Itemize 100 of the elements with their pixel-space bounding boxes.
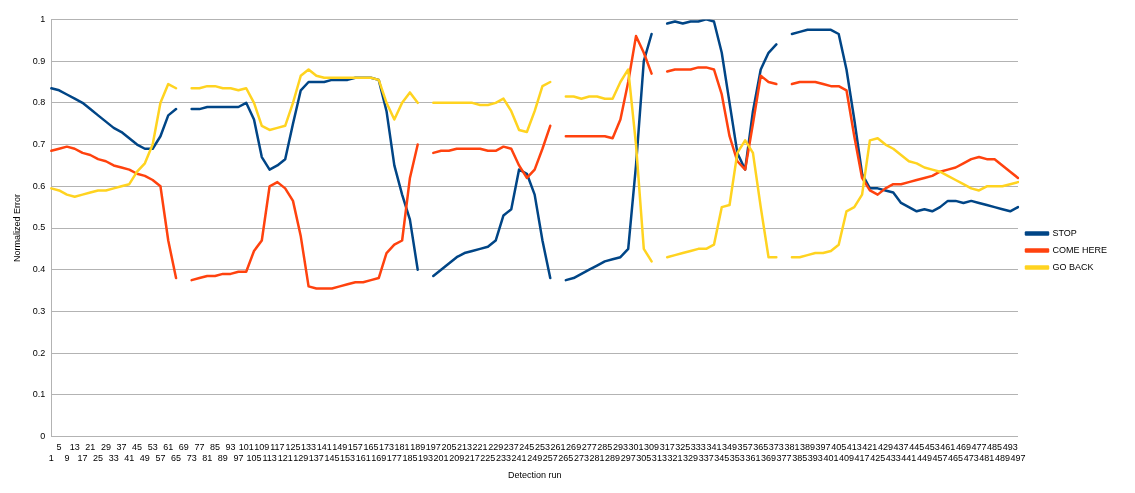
x-tick-label: 45 <box>132 442 143 453</box>
x-tick-label: 185 <box>402 453 418 464</box>
x-tick-label: 9 <box>64 453 70 464</box>
x-tick-label: 161 <box>355 453 371 464</box>
x-tick-label: 469 <box>955 442 971 453</box>
x-tick-label: 361 <box>745 453 761 464</box>
x-tick-label: 329 <box>683 453 699 464</box>
x-tick-label: 193 <box>418 453 434 464</box>
x-tick-label: 253 <box>534 442 550 453</box>
x-tick-label: 169 <box>371 453 387 464</box>
x-tick-label: 117 <box>270 442 285 453</box>
x-tick-label: 365 <box>753 442 769 453</box>
x-tick-label: 197 <box>425 442 441 453</box>
x-tick-label: 437 <box>893 442 909 453</box>
x-tick-label: 401 <box>823 453 839 464</box>
x-tick-label: 285 <box>597 442 613 453</box>
x-tick-label: 177 <box>386 453 402 464</box>
y-tick-label: 0.4 <box>32 264 46 275</box>
x-tick-label: 73 <box>186 453 197 464</box>
x-tick-label: 237 <box>503 442 519 453</box>
x-tick-label: 205 <box>441 442 457 453</box>
x-tick-label: 149 <box>332 442 348 453</box>
x-tick-label: 217 <box>464 453 480 464</box>
x-tick-label: 241 <box>511 453 527 464</box>
x-tick-label: 33 <box>108 453 119 464</box>
x-tick-label: 261 <box>550 442 566 453</box>
x-tick-label: 21 <box>85 442 96 453</box>
x-tick-label: 305 <box>636 453 652 464</box>
x-tick-label: 129 <box>293 453 309 464</box>
x-tick-label: 385 <box>792 453 808 464</box>
x-tick-label: 265 <box>558 453 574 464</box>
x-tick-label: 441 <box>901 453 917 464</box>
x-tick-label: 57 <box>155 453 166 464</box>
x-tick-label: 257 <box>542 453 558 464</box>
x-tick-label: 489 <box>994 453 1010 464</box>
x-tick-label: 77 <box>194 442 205 453</box>
x-tick-label: 141 <box>316 442 332 453</box>
x-tick-label: 425 <box>870 453 886 464</box>
x-tick-label: 233 <box>495 453 511 464</box>
x-tick-label: 221 <box>472 442 488 453</box>
x-tick-label: 349 <box>722 442 738 453</box>
x-tick-label: 409 <box>838 453 854 464</box>
y-tick-label: 0.6 <box>32 180 46 191</box>
x-tick-label: 477 <box>971 442 987 453</box>
x-tick-label: 173 <box>379 442 395 453</box>
x-tick-label: 133 <box>301 442 317 453</box>
x-tick-label: 41 <box>124 453 135 464</box>
x-tick-label: 89 <box>217 453 228 464</box>
x-tick-label: 181 <box>394 442 410 453</box>
x-tick-label: 109 <box>254 442 270 453</box>
x-tick-label: 53 <box>147 442 158 453</box>
x-tick-label: 397 <box>815 442 831 453</box>
x-tick-label: 393 <box>807 453 823 464</box>
x-tick-label: 229 <box>488 442 504 453</box>
x-tick-label: 473 <box>963 453 979 464</box>
x-tick-label: 105 <box>246 453 262 464</box>
x-tick-label: 413 <box>846 442 862 453</box>
x-tick-label: 281 <box>589 453 605 464</box>
x-tick-label: 465 <box>948 453 964 464</box>
x-tick-label: 213 <box>456 442 473 453</box>
y-tick-label: 0.7 <box>32 139 46 150</box>
x-tick-label: 13 <box>69 442 80 453</box>
x-tick-label: 313 <box>651 453 667 464</box>
x-tick-label: 321 <box>667 453 683 464</box>
x-tick-label: 373 <box>768 442 784 453</box>
legend-label: COME HERE <box>1052 244 1108 255</box>
x-tick-label: 341 <box>706 442 722 453</box>
x-tick-label: 333 <box>690 442 706 453</box>
x-tick-label: 189 <box>410 442 426 453</box>
y-tick-label: 0.9 <box>32 55 46 66</box>
y-tick-label: 0.1 <box>32 389 46 400</box>
x-tick-label: 301 <box>628 442 644 453</box>
legend-label: STOP <box>1052 227 1077 238</box>
x-tick-label: 497 <box>1010 453 1026 464</box>
x-tick-label: 353 <box>729 453 745 464</box>
x-tick-label: 49 <box>139 453 150 464</box>
x-tick-label: 421 <box>862 442 878 453</box>
x-tick-label: 453 <box>924 442 940 453</box>
x-tick-label: 277 <box>581 442 597 453</box>
x-tick-label: 449 <box>916 453 932 464</box>
x-tick-label: 325 <box>675 442 691 453</box>
x-tick-label: 29 <box>100 442 111 453</box>
x-tick-label: 481 <box>979 453 995 464</box>
legend-label: GO BACK <box>1052 261 1094 272</box>
x-tick-label: 269 <box>566 442 582 453</box>
y-tick-label: 0.2 <box>32 347 46 358</box>
x-tick-label: 101 <box>238 442 254 453</box>
x-tick-label: 61 <box>163 442 174 453</box>
x-tick-label: 157 <box>347 442 363 453</box>
x-tick-label: 377 <box>776 453 792 464</box>
y-tick-label: 0.5 <box>32 222 46 233</box>
y-axis-title: Normalized Error <box>11 193 22 263</box>
x-tick-label: 309 <box>644 442 660 453</box>
x-tick-label: 417 <box>854 453 870 464</box>
y-tick-label: 0.3 <box>32 305 46 316</box>
x-tick-label: 125 <box>285 442 301 453</box>
x-tick-label: 457 <box>932 453 948 464</box>
y-tick-label: 0.8 <box>32 97 46 108</box>
x-tick-label: 317 <box>659 442 675 453</box>
x-tick-label: 209 <box>449 453 465 464</box>
